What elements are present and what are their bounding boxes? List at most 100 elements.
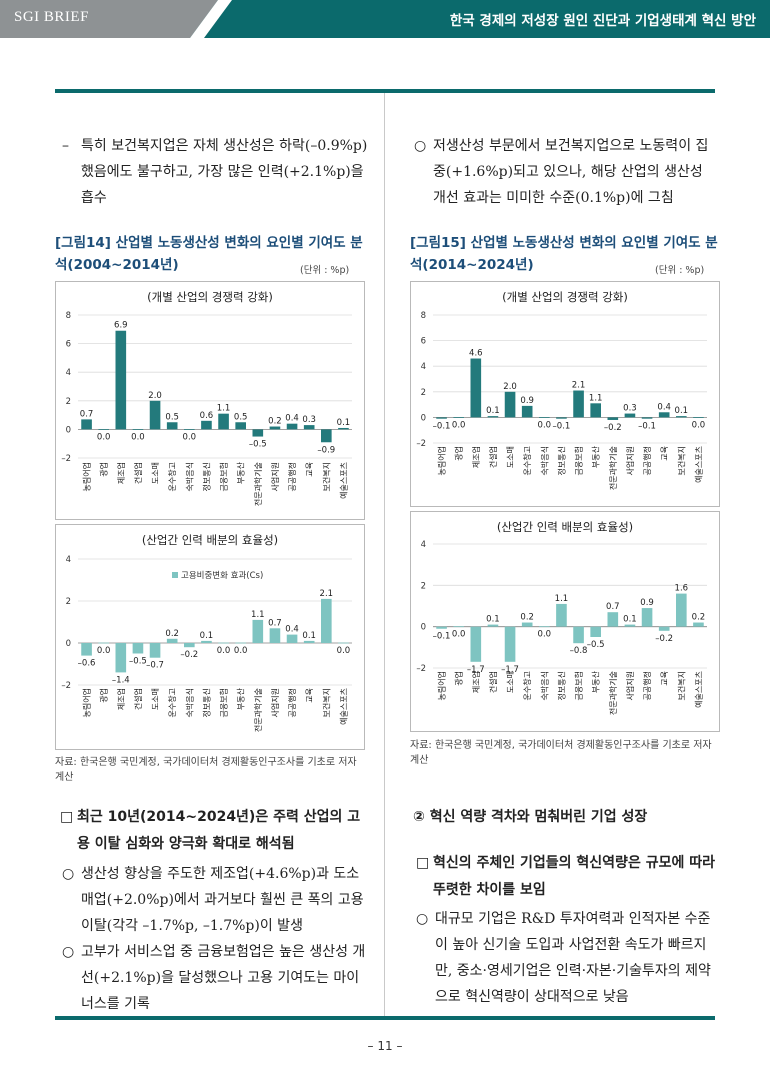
data-label: 0.4 xyxy=(285,414,299,424)
bar xyxy=(98,642,109,644)
figure15-title: [그림15] 산업별 노동생산성 변화의 요인별 기여도 분석(2014~202… xyxy=(410,235,718,273)
figure14-bottom-chart: (산업간 인력 배분의 효율성) 고용비중변화 효과(Cs) 4 2 0 –2 –0.6 농림… xyxy=(55,524,365,750)
category-label: 광업 xyxy=(99,462,109,477)
data-label: 0.6 xyxy=(200,411,214,421)
right-intro-paragraph: ○ 저생산성 부문에서 보건복지업으로 노동력이 집중(+1.6%p)되고 있으… xyxy=(414,133,720,211)
y-tick-label: 4 xyxy=(66,368,71,378)
data-label: 6.9 xyxy=(114,321,128,331)
bar xyxy=(166,638,178,643)
data-label: 0.1 xyxy=(200,631,214,641)
category-label: 제조업 xyxy=(472,446,481,468)
bar xyxy=(470,626,482,662)
category-label: 사업지원 xyxy=(626,671,635,700)
data-label: 0.0 xyxy=(538,420,552,430)
top-rule xyxy=(55,89,715,93)
y-tick-label: –2 xyxy=(61,681,71,691)
data-label: –0.5 xyxy=(129,657,147,667)
bar xyxy=(641,608,653,627)
data-label: 1.1 xyxy=(251,610,265,620)
category-label: 운수창고 xyxy=(168,462,177,491)
category-label: 전문과학기술 xyxy=(253,462,263,506)
category-label: 교육 xyxy=(660,446,669,461)
data-label: 0.7 xyxy=(80,409,94,419)
bar xyxy=(521,405,533,418)
bar xyxy=(487,416,499,418)
category-label: 예술스포츠 xyxy=(338,462,348,499)
category-label: 전문과학기술 xyxy=(608,446,618,490)
figure14-title: [그림14] 산업별 노동생산성 변화의 요인별 기여도 분석(2004~201… xyxy=(55,235,363,273)
data-label: 2.0 xyxy=(148,391,162,401)
data-label: 1.1 xyxy=(589,393,603,403)
y-tick-label: 4 xyxy=(421,540,426,550)
data-label: 0.0 xyxy=(692,420,706,430)
bar xyxy=(521,622,533,627)
data-label: 0.0 xyxy=(538,630,552,640)
data-label: 1.6 xyxy=(675,584,689,594)
bar xyxy=(98,429,109,430)
left-section-text: 최근 10년(2014~2024년)은 주력 산업의 고용 이탈 심화와 양극화… xyxy=(77,809,361,852)
category-label: 건설업 xyxy=(133,462,143,484)
category-label: 예술스포츠 xyxy=(693,446,703,483)
data-label: –0.2 xyxy=(180,650,198,660)
category-label: 금융보험 xyxy=(220,462,229,491)
bar xyxy=(269,628,281,643)
circle-marker: ○ xyxy=(62,866,75,882)
category-label: 농림어업 xyxy=(82,462,92,491)
bar xyxy=(321,429,332,443)
figure15-unit: (단위 : %p) xyxy=(655,265,705,276)
circle-marker: ○ xyxy=(62,944,75,960)
category-label: 보건복지 xyxy=(676,671,686,700)
bar xyxy=(269,426,281,430)
bar xyxy=(676,593,687,627)
category-label: 부동산 xyxy=(591,445,601,468)
bar xyxy=(624,413,636,418)
figure15-top-svg: (개별 산업의 경쟁력 강화) 8 6 4 2 0 –2 –0.1 농림어업 0.0 광업 4.6 제조… xyxy=(416,290,707,490)
category-label: 건설업 xyxy=(488,671,498,693)
bar xyxy=(149,643,161,658)
y-tick-label: 8 xyxy=(421,311,426,321)
figure14-top-svg: (개별 산업의 경쟁력 강화) 8 6 4 2 0 –2 0.7 농림어업 0.0 광업 6.9 제조업… xyxy=(61,290,352,506)
right-section-heading: ② 혁신 역량 격차와 멈춰버린 기업 성장 xyxy=(413,804,719,831)
square-marker: □ xyxy=(60,809,74,825)
data-label: 0.7 xyxy=(268,618,282,628)
data-label: 0.1 xyxy=(486,615,500,625)
y-tick-label: –2 xyxy=(416,664,426,674)
y-tick-label: 8 xyxy=(66,311,71,321)
category-label: 부동산 xyxy=(591,670,601,693)
data-label: –1.7 xyxy=(467,665,485,675)
header-band xyxy=(0,0,770,38)
category-label: 공공행정 xyxy=(642,671,652,700)
category-label: 도소매 xyxy=(151,462,160,484)
data-label: 0.4 xyxy=(285,625,299,635)
category-label: 도소매 xyxy=(151,688,160,710)
bar xyxy=(693,622,704,627)
bar xyxy=(252,429,264,437)
data-label: –0.1 xyxy=(553,422,571,432)
category-label: 공공행정 xyxy=(287,462,297,491)
bar xyxy=(115,330,127,430)
data-label: 0.0 xyxy=(131,432,145,442)
category-label: 공공행정 xyxy=(287,688,297,717)
circle-marker: ○ xyxy=(416,911,429,927)
bar xyxy=(321,598,332,643)
bar xyxy=(235,642,246,644)
report-title: 한국 경제의 저성장 원인 진단과 기업생태계 혁신 방안 xyxy=(449,13,756,29)
bar xyxy=(607,417,619,420)
category-label: 건설업 xyxy=(133,688,143,710)
category-label: 광업 xyxy=(99,688,109,703)
square-marker: □ xyxy=(416,855,430,871)
category-label: 사업지원 xyxy=(271,688,280,717)
data-label: 0.2 xyxy=(692,613,706,623)
y-tick-label: 4 xyxy=(421,362,426,372)
right-sub-text: 혁신의 주체인 기업들의 혁신역량은 규모에 따라 뚜렷한 차이를 보임 xyxy=(433,855,715,898)
y-tick-label: 2 xyxy=(66,397,71,407)
category-label: 숙박음식 xyxy=(184,688,194,717)
category-label: 보건복지 xyxy=(676,446,686,475)
bar xyxy=(676,416,687,418)
category-label: 교육 xyxy=(305,688,314,703)
category-label: 예술스포츠 xyxy=(338,688,348,725)
category-label: 숙박음식 xyxy=(539,446,549,475)
bar xyxy=(81,643,92,656)
category-label: 사업지원 xyxy=(626,446,635,475)
bar xyxy=(607,612,619,627)
